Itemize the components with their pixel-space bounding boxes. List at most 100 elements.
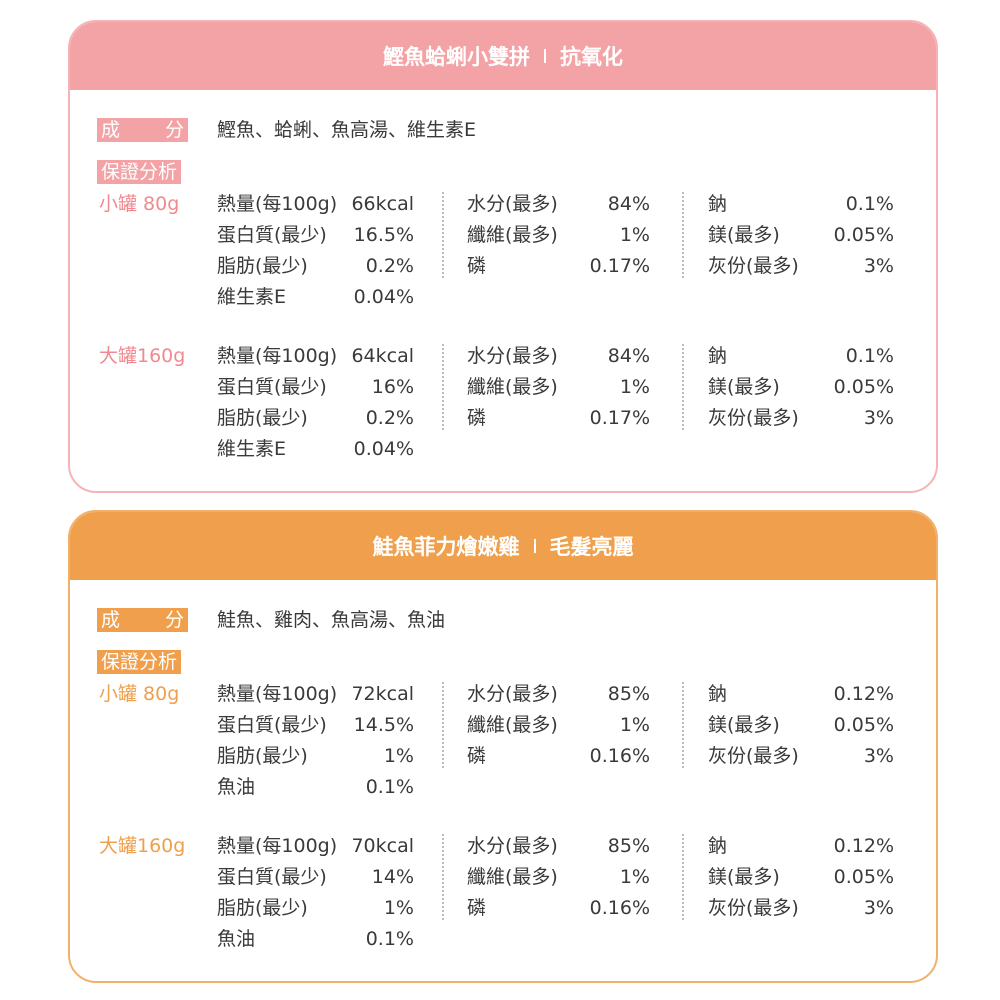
- nutrient-name: 磷: [467, 407, 487, 429]
- nutrient-value: 84%: [607, 193, 650, 215]
- nutrient-name: 鎂(最多): [708, 714, 780, 736]
- nutrient-value: 0.05%: [833, 376, 894, 398]
- nutrient-name: 熱量(每100g): [217, 193, 338, 215]
- column-divider: [442, 192, 444, 278]
- nutrient-name: 熱量(每100g): [217, 835, 338, 857]
- nutrient-name: 魚油: [217, 776, 256, 798]
- nutrient-name: 鈉: [708, 835, 728, 857]
- nutrient-name: 纖維(最多): [467, 714, 558, 736]
- column-divider: [442, 344, 444, 430]
- nutrient-name: 蛋白質(最少): [217, 376, 327, 398]
- nutrient-name: 脂肪(最少): [217, 745, 308, 767]
- nutrient-name: 磷: [467, 745, 487, 767]
- column-divider: [442, 834, 444, 920]
- nutrient-name: 脂肪(最少): [217, 897, 308, 919]
- nutrient-name: 熱量(每100g): [217, 683, 338, 705]
- nutrient-name: 纖維(最多): [467, 866, 558, 888]
- nutrient-value: 0.04%: [353, 438, 414, 460]
- nutrient-name: 魚油: [217, 928, 256, 950]
- nutrient-value: 16%: [371, 376, 414, 398]
- nutrient-value: 1%: [383, 897, 414, 919]
- nutrient-value: 3%: [863, 255, 894, 277]
- nutrient-name: 鈉: [708, 193, 728, 215]
- nutrient-name: 磷: [467, 897, 487, 919]
- analysis-label: 保證分析: [97, 160, 182, 184]
- column-divider: [682, 192, 684, 278]
- divider: [533, 539, 536, 553]
- nutrient-name: 磷: [467, 255, 487, 277]
- nutrient-value: 66kcal: [351, 193, 414, 215]
- card-tagline: 毛髮亮麗: [549, 535, 634, 559]
- nutrient-value: 0.1%: [365, 928, 414, 950]
- nutrient-name: 纖維(最多): [467, 376, 558, 398]
- card-header: 鰹魚蛤蜊小雙拼 抗氧化: [70, 22, 936, 90]
- nutrient-value: 0.1%: [845, 193, 894, 215]
- nutrient-value: 1%: [619, 866, 650, 888]
- card-tagline: 抗氧化: [560, 45, 623, 69]
- ingredients: 鮭魚、雞肉、魚高湯、魚油: [217, 609, 446, 631]
- column-divider: [682, 834, 684, 920]
- nutrient-value: 0.17%: [589, 255, 650, 277]
- nutrient-value: 64kcal: [351, 345, 414, 367]
- card-header: 鮭魚菲力燴嫩雞 毛髮亮麗: [70, 512, 936, 580]
- nutrient-value: 1%: [619, 376, 650, 398]
- nutrient-value: 0.04%: [353, 286, 414, 308]
- nutrient-value: 0.12%: [833, 683, 894, 705]
- nutrient-name: 鎂(最多): [708, 866, 780, 888]
- nutrient-name: 維生素E: [217, 438, 287, 460]
- product-card: 鰹魚蛤蜊小雙拼 抗氧化成分 鰹魚、蛤蜊、魚高湯、維生素E 保證分析小罐 80g 熱量(每…: [68, 20, 938, 493]
- nutrient-name: 灰份(最多): [708, 255, 799, 277]
- nutrient-value: 3%: [863, 407, 894, 429]
- nutrient-name: 維生素E: [217, 286, 287, 308]
- nutrient-name: 纖維(最多): [467, 224, 558, 246]
- column-divider: [682, 344, 684, 430]
- column-divider: [682, 682, 684, 768]
- nutrient-value: 14%: [371, 866, 414, 888]
- nutrient-value: 0.2%: [365, 407, 414, 429]
- nutrient-name: 蛋白質(最少): [217, 714, 327, 736]
- nutrient-name: 脂肪(最少): [217, 407, 308, 429]
- nutrient-value: 14.5%: [353, 714, 414, 736]
- nutrient-name: 蛋白質(最少): [217, 224, 327, 246]
- nutrient-name: 灰份(最多): [708, 407, 799, 429]
- nutrient-name: 熱量(每100g): [217, 345, 338, 367]
- nutrient-value: 16.5%: [353, 224, 414, 246]
- nutrient-value: 0.05%: [833, 866, 894, 888]
- nutrient-value: 1%: [383, 745, 414, 767]
- card-title: 鮭魚菲力燴嫩雞: [372, 535, 520, 559]
- product-card: 鮭魚菲力燴嫩雞 毛髮亮麗成分 鮭魚、雞肉、魚高湯、魚油保證分析小罐 80g 熱量(每1…: [68, 510, 938, 983]
- divider: [544, 49, 546, 63]
- nutrient-name: 水分(最多): [467, 193, 558, 215]
- nutrient-value: 84%: [607, 345, 650, 367]
- nutrient-value: 0.12%: [833, 835, 894, 857]
- nutrient-value: 0.05%: [833, 714, 894, 736]
- nutrient-name: 鎂(最多): [708, 376, 780, 398]
- size-label: 小罐 80g: [99, 193, 180, 215]
- nutrient-name: 脂肪(最少): [217, 255, 308, 277]
- ingredients-label: 成分: [97, 608, 188, 632]
- ingredients: 鰹魚、蛤蜊、魚高湯、維生素E: [217, 119, 477, 141]
- nutrient-value: 3%: [863, 745, 894, 767]
- nutrient-value: 0.16%: [589, 745, 650, 767]
- nutrient-value: 1%: [619, 714, 650, 736]
- nutrient-name: 鈉: [708, 683, 728, 705]
- nutrient-name: 蛋白質(最少): [217, 866, 327, 888]
- nutrient-value: 0.1%: [845, 345, 894, 367]
- nutrient-name: 水分(最多): [467, 835, 558, 857]
- nutrient-name: 灰份(最多): [708, 745, 799, 767]
- column-divider: [442, 682, 444, 768]
- ingredients-label: 成分: [97, 118, 188, 142]
- nutrient-value: 0.2%: [365, 255, 414, 277]
- nutrient-value: 3%: [863, 897, 894, 919]
- nutrient-value: 0.17%: [589, 407, 650, 429]
- size-label: 小罐 80g: [99, 683, 180, 705]
- nutrient-value: 85%: [607, 835, 650, 857]
- nutrient-value: 0.05%: [833, 224, 894, 246]
- nutrient-value: 70kcal: [351, 835, 414, 857]
- nutrient-value: 85%: [607, 683, 650, 705]
- nutrient-name: 灰份(最多): [708, 897, 799, 919]
- size-label: 大罐160g: [99, 345, 186, 367]
- nutrient-name: 水分(最多): [467, 683, 558, 705]
- nutrient-name: 鈉: [708, 345, 728, 367]
- analysis-label: 保證分析: [97, 650, 182, 674]
